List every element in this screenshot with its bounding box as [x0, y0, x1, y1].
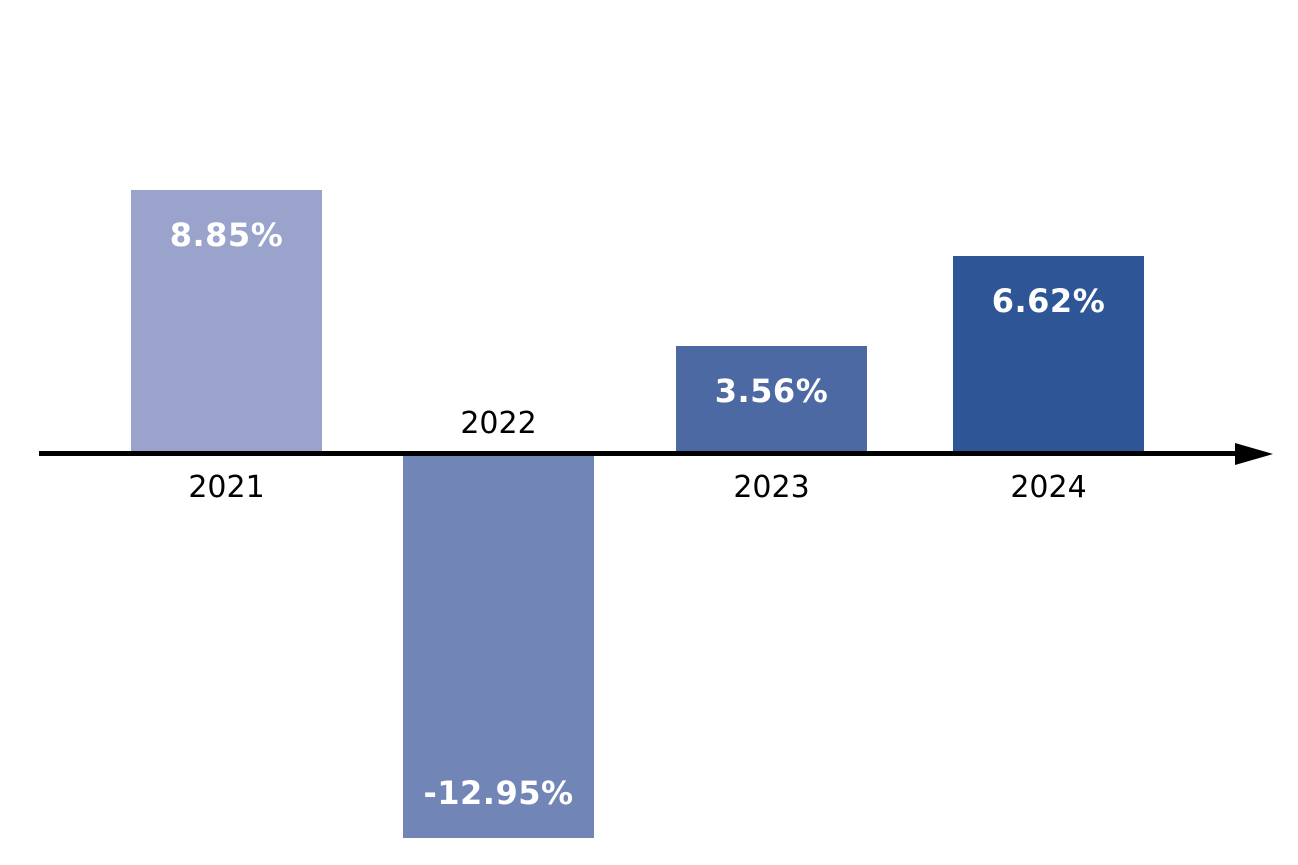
x-axis-tick-label: 2024 — [1010, 470, 1087, 505]
x-axis-tick-label: 2023 — [733, 470, 810, 505]
bar-value-label: 6.62% — [991, 282, 1106, 320]
x-axis-line — [39, 451, 1237, 456]
x-axis-arrow-icon — [1235, 442, 1273, 465]
bar-value-label: -12.95% — [423, 774, 574, 812]
bar-value-label: 8.85% — [169, 216, 284, 254]
bar: 6.62% — [953, 256, 1144, 451]
bar: -12.95% — [403, 456, 594, 838]
bar: 8.85% — [131, 190, 322, 451]
bar-value-label: 3.56% — [714, 372, 829, 410]
x-axis-tick-label: 2022 — [460, 406, 537, 441]
x-axis-tick-label: 2021 — [188, 470, 265, 505]
bar: 3.56% — [676, 346, 867, 451]
